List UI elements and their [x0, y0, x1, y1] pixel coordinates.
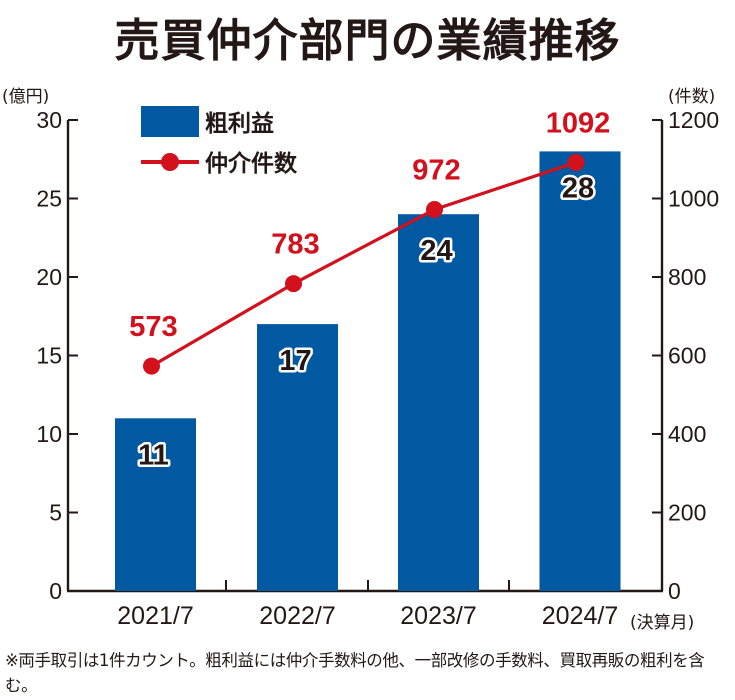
right-tick-label: 600 [668, 343, 706, 369]
left-tick-label: 30 [36, 107, 62, 133]
line-value-label: 972 [412, 154, 460, 186]
left-tick-label: 0 [49, 578, 62, 604]
bar [398, 214, 479, 591]
category-label: 2022/7 [259, 602, 335, 630]
bar [115, 418, 196, 591]
line-point [143, 357, 160, 375]
left-tick-label: 10 [36, 421, 62, 447]
category-label: 2023/7 [400, 602, 476, 630]
left-tick-label: 25 [36, 186, 62, 212]
bar-value-label: 17 [279, 345, 311, 377]
right-tick-label: 1200 [668, 107, 719, 133]
labels: 11 17 24 28 573 783 972 1092 [129, 107, 611, 473]
legend-swatch-bar [141, 106, 199, 137]
line-value-label: 783 [271, 229, 319, 261]
chart-title: 売買仲介部門の業績推移 [114, 14, 621, 67]
line-point [426, 200, 443, 218]
left-tick-label: 20 [36, 264, 62, 290]
category-label: 2021/7 [117, 602, 193, 630]
bar-value-label: 11 [138, 439, 169, 471]
left-tick-label: 5 [49, 500, 62, 526]
left-tick-label: 15 [36, 343, 62, 369]
right-tick-label: 200 [668, 500, 706, 526]
x-axis-suffix: (決算月) [630, 613, 694, 633]
bar [539, 151, 621, 591]
bars [115, 151, 621, 591]
legend-label-line: 仲介件数 [205, 150, 298, 177]
bar-value-label: 24 [420, 235, 452, 267]
line-value-label: 1092 [546, 107, 611, 139]
category-label: 2024/7 [542, 602, 618, 630]
bar-value-label: 28 [562, 172, 594, 204]
line-path [150, 160, 577, 368]
legend-swatch-marker [161, 153, 179, 171]
footnote: ※両手取引は1件カウント。粗利益には仲介手数料の他、一部改修の手数料、買取再販の… [5, 651, 705, 695]
legend: 粗利益 仲介件数 [141, 106, 298, 177]
right-tick-label: 400 [668, 421, 706, 447]
legend-label-bar: 粗利益 [205, 110, 274, 137]
right-tick-label: 0 [668, 578, 681, 604]
bar [257, 324, 338, 591]
right-axis-unit: (件数) [668, 87, 715, 107]
right-tick-label: 800 [668, 264, 706, 290]
line-point [567, 153, 585, 171]
line-value-label: 573 [129, 311, 177, 343]
chart: 0 5 10 15 20 25 30 0 200 400 600 800 1000 1200 2021/7 2… [2, 87, 719, 633]
left-axis-unit: (億円) [2, 87, 49, 107]
line-point [285, 275, 302, 293]
right-tick-label: 1000 [668, 186, 719, 212]
line-series [143, 153, 585, 375]
